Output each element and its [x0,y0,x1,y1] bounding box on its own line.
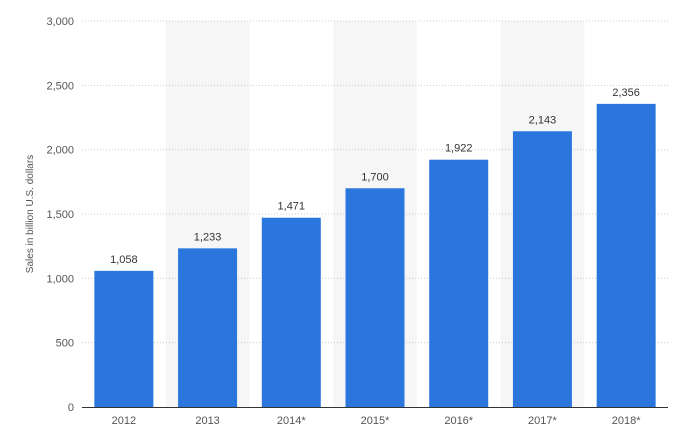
y-axis-title: Sales in billion U.S. dollars [25,155,36,273]
bar-2016 [429,159,489,407]
x-tick-label: 2018* [612,415,641,427]
y-tick-label: 2,500 [46,80,74,92]
bars [94,103,656,408]
x-tick-label: 2015* [361,415,390,427]
y-tick-label: 500 [56,338,74,350]
y-tick-label: 1,500 [46,209,74,221]
data-label: 1,471 [278,201,306,213]
y-axis-ticks: 0 500 1,000 1,500 2,000 2,500 3,000 [46,16,74,414]
y-tick-label: 1,000 [46,273,74,285]
x-axis-ticks: 2012 2013 2014* 2015* 2016* 2017* 2018* [112,415,642,427]
x-tick-label: 2014* [277,415,306,427]
bar-2017 [512,131,572,407]
bar-2018 [596,103,656,408]
data-label: 1,700 [361,171,389,183]
y-tick-label: 3,000 [46,16,74,28]
x-tick-label: 2016* [444,415,473,427]
data-label: 2,356 [612,87,640,99]
data-label: 1,233 [194,231,222,243]
x-tick-label: 2017* [528,415,557,427]
data-label: 1,922 [445,143,473,155]
bar-2013 [178,248,238,407]
bar-2014 [261,217,321,407]
bar-2015 [345,188,405,407]
x-tick-label: 2013 [195,415,219,427]
bar-2012 [94,270,154,407]
y-tick-label: 2,000 [46,145,74,157]
data-label: 2,143 [529,114,557,126]
data-label: 1,058 [110,254,138,266]
y-tick-label: 0 [68,402,74,414]
x-tick-label: 2012 [112,415,136,427]
data-labels: 1,058 1,233 1,471 1,700 1,922 2,143 2,356 [110,87,640,266]
